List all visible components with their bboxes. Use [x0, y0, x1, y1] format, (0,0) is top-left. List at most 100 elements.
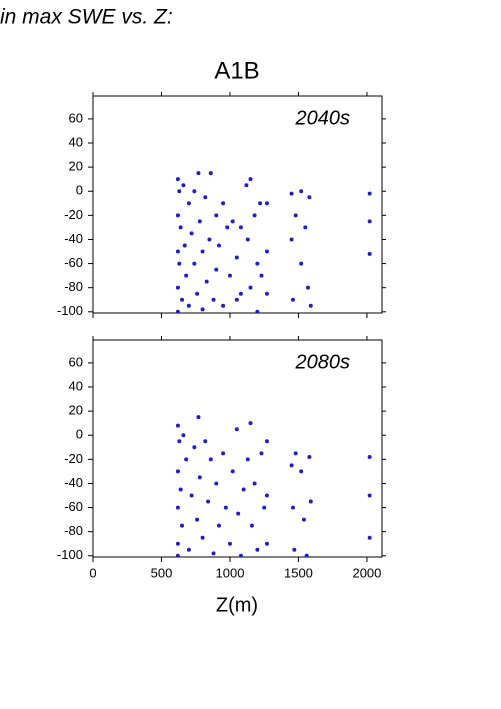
scatter-point	[175, 213, 180, 218]
scatter-point	[181, 433, 186, 438]
scatter-point	[264, 493, 269, 498]
scatter-point	[244, 183, 249, 188]
scatter-point	[211, 551, 216, 556]
y-tick-label: 20	[69, 403, 83, 418]
scatter-point	[211, 297, 216, 302]
scatter-point	[182, 243, 187, 248]
scatter-point	[221, 201, 226, 206]
y-tick-label: -40	[64, 231, 83, 246]
scatter-point	[367, 493, 372, 498]
figure-title: in max SWE vs. Z:	[0, 6, 173, 29]
scatter-point	[289, 463, 294, 468]
scatter-point	[236, 511, 241, 516]
scatter-point	[203, 439, 208, 444]
scatter-point	[195, 291, 200, 296]
scatter-point	[195, 517, 200, 522]
scatter-point	[293, 213, 298, 218]
scatter-point	[248, 421, 253, 426]
scatter-point	[208, 457, 213, 462]
scatter-point	[186, 201, 191, 206]
scatter-point	[255, 261, 260, 266]
scatter-point	[178, 225, 183, 230]
scatter-point	[175, 285, 180, 290]
scatter-point	[178, 487, 183, 492]
y-tick-label: 0	[76, 183, 83, 198]
scatter-point	[200, 535, 205, 540]
y-tick-label: -80	[64, 523, 83, 538]
scatter-point	[308, 499, 313, 504]
scatter-point	[299, 261, 304, 266]
scatter-point	[234, 297, 239, 302]
scatter-point	[217, 243, 222, 248]
y-tick-label: -60	[64, 499, 83, 514]
scatter-point	[175, 505, 180, 510]
scatter-point	[299, 189, 304, 194]
y-tick-label: 60	[69, 354, 83, 369]
scatter-point	[290, 297, 295, 302]
scatter-point	[304, 553, 309, 558]
scatter-point	[301, 517, 306, 522]
scatter-point	[245, 237, 250, 242]
scatter-point	[264, 439, 269, 444]
scatter-point	[192, 445, 197, 450]
scatter-point	[367, 251, 372, 256]
scatter-point	[303, 225, 308, 230]
y-tick-label: -100	[57, 547, 83, 562]
scatter-point	[175, 177, 180, 182]
scatter-point	[259, 451, 264, 456]
scatter-point	[293, 451, 298, 456]
scatter-point	[180, 297, 185, 302]
scatter-point	[238, 291, 243, 296]
scatter-point	[245, 457, 250, 462]
x-tick-label: 2000	[352, 565, 381, 580]
scatter-point	[184, 457, 189, 462]
scatter-point	[177, 189, 182, 194]
scatter-point	[207, 237, 212, 242]
scatter-point	[204, 279, 209, 284]
scenario-title: A1B	[214, 57, 259, 84]
scatter-point	[189, 493, 194, 498]
scatter-point	[248, 285, 253, 290]
y-tick-label: 0	[76, 427, 83, 442]
scatter-point	[208, 171, 213, 176]
y-tick-label: -20	[64, 451, 83, 466]
scatter-point	[175, 309, 180, 314]
scatter-point	[225, 225, 230, 230]
scatter-point	[299, 469, 304, 474]
scatter-point	[308, 303, 313, 308]
scatter-point	[180, 523, 185, 528]
scatter-point	[262, 505, 267, 510]
plot-frame	[92, 95, 383, 314]
scatter-point	[367, 454, 372, 459]
scatter-point	[197, 475, 202, 480]
scatter-point	[189, 231, 194, 236]
scatter-point	[177, 439, 182, 444]
scatter-point	[221, 303, 226, 308]
scatter-point	[214, 213, 219, 218]
scatter-point	[238, 553, 243, 558]
scatter-point	[234, 255, 239, 260]
scatter-point	[175, 249, 180, 254]
scatter-point	[203, 195, 208, 200]
plot-frame	[92, 339, 383, 558]
scatter-point	[234, 427, 239, 432]
scatter-point	[177, 261, 182, 266]
scatter-point	[196, 415, 201, 420]
scatter-point	[292, 547, 297, 552]
scatter-point	[181, 183, 186, 188]
scatter-point	[306, 285, 311, 290]
y-tick-label: -40	[64, 475, 83, 490]
scatter-point	[230, 469, 235, 474]
scatter-point	[264, 291, 269, 296]
scatter-point	[307, 195, 312, 200]
scatter-point	[214, 481, 219, 486]
x-tick-label: 500	[151, 565, 173, 580]
scatter-point	[258, 201, 263, 206]
scatter-point	[367, 191, 372, 196]
y-tick-label: 60	[69, 110, 83, 125]
y-tick-label: 40	[69, 134, 83, 149]
scatter-point	[264, 541, 269, 546]
x-axis-label: Z(m)	[216, 594, 258, 616]
scatter-point	[206, 499, 211, 504]
